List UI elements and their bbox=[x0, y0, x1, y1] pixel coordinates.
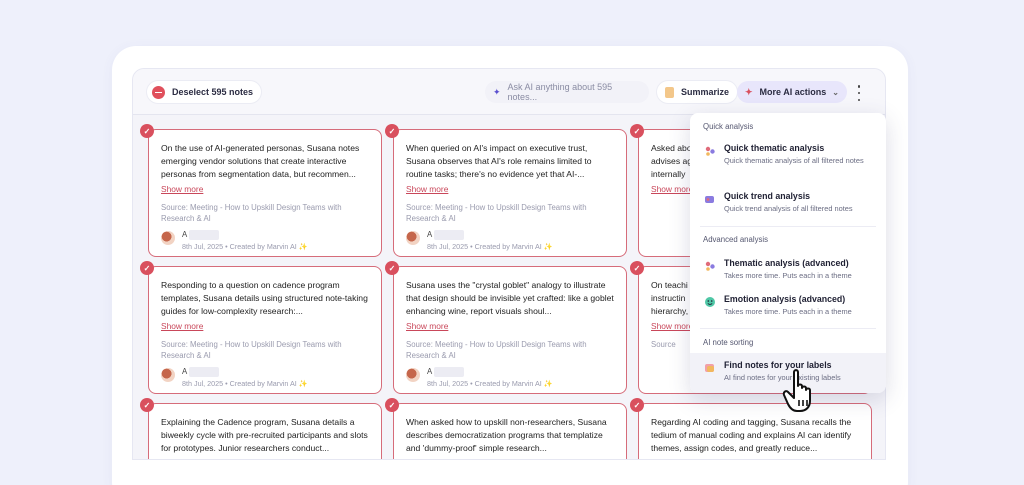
note-source: Source: Meeting - How to Upskill Design … bbox=[161, 340, 342, 360]
checked-icon[interactable]: ✓ bbox=[630, 261, 644, 275]
checked-icon[interactable]: ✓ bbox=[385, 124, 399, 138]
note-meta: 8th Jul, 2025 • Created by Marvin AI ✨ bbox=[182, 242, 308, 251]
sparkle-icon: ✦ bbox=[745, 86, 753, 97]
avatar bbox=[161, 368, 175, 382]
author-row: A 8th Jul, 2025 • Created by Marvin AI ✨ bbox=[406, 230, 614, 251]
note-card[interactable]: On the use of AI-generated personas, Sus… bbox=[148, 129, 382, 257]
menu-divider bbox=[700, 226, 876, 227]
menu-item-title: Find notes for your labels bbox=[724, 360, 832, 370]
note-text: When asked how to upskill non-researcher… bbox=[406, 417, 607, 453]
menu-item-emotion-advanced[interactable]: Emotion analysis (advanced) Takes more t… bbox=[690, 294, 886, 317]
summarize-button[interactable]: Summarize bbox=[657, 81, 738, 103]
checked-icon[interactable]: ✓ bbox=[385, 261, 399, 275]
show-more-link[interactable]: Show more bbox=[651, 321, 694, 331]
note-text: On the use of AI-generated personas, Sus… bbox=[161, 143, 360, 179]
note-text: Responding to a question on cadence prog… bbox=[161, 280, 368, 316]
notes-grid: On the use of AI-generated personas, Sus… bbox=[133, 115, 885, 459]
sparkle-icon: ✦ bbox=[493, 86, 501, 97]
note-meta: 8th Jul, 2025 • Created by Marvin AI ✨ bbox=[427, 242, 553, 251]
toolbar: Deselect 595 notes ✦ Ask AI anything abo… bbox=[133, 69, 885, 115]
note-meta: 8th Jul, 2025 • Created by Marvin AI ✨ bbox=[427, 379, 553, 388]
note-text: Asked abo advises ag internally bbox=[651, 143, 693, 179]
note-text: Explaining the Cadence program, Susana d… bbox=[161, 417, 368, 453]
menu-divider bbox=[700, 328, 876, 329]
note-text: Regarding AI coding and tagging, Susana … bbox=[651, 417, 852, 453]
author-row: A 8th Jul, 2025 • Created by Marvin AI ✨ bbox=[406, 367, 614, 388]
note-card[interactable]: Responding to a question on cadence prog… bbox=[148, 266, 382, 394]
show-more-link[interactable]: Show more bbox=[161, 321, 204, 331]
note-source: Source bbox=[651, 340, 676, 349]
menu-item-find-notes-for-labels[interactable]: Find notes for your labels AI find notes… bbox=[690, 353, 886, 393]
minus-circle-icon bbox=[152, 85, 165, 99]
note-text: On teachi instructin hierarchy, bbox=[651, 280, 689, 316]
author-name: A bbox=[427, 367, 553, 377]
document-icon bbox=[665, 86, 674, 98]
menu-item-title: Quick trend analysis bbox=[724, 191, 811, 201]
menu-item-title: Thematic analysis (advanced) bbox=[724, 258, 849, 268]
checked-icon[interactable]: ✓ bbox=[385, 398, 399, 412]
note-card[interactable]: Regarding AI coding and tagging, Susana … bbox=[638, 403, 872, 459]
menu-item-desc: Takes more time. Puts each in a theme bbox=[724, 307, 852, 316]
avatar bbox=[406, 231, 420, 245]
hand-pointer-cursor-icon bbox=[782, 369, 811, 412]
author-name: A bbox=[182, 230, 308, 240]
ask-ai-placeholder: Ask AI anything about 595 notes... bbox=[507, 82, 613, 102]
section-ai-note-sorting: AI note sorting bbox=[703, 338, 754, 347]
checked-icon[interactable]: ✓ bbox=[630, 124, 644, 138]
author-row: A 8th Jul, 2025 • Created by Marvin AI ✨ bbox=[161, 367, 369, 388]
labels-icon bbox=[705, 364, 714, 372]
note-card[interactable]: When queried on AI's impact on executive… bbox=[393, 129, 627, 257]
ask-ai-input[interactable]: ✦ Ask AI anything about 595 notes... bbox=[485, 81, 649, 103]
show-more-link[interactable]: Show more bbox=[161, 184, 204, 194]
author-name: A bbox=[182, 367, 308, 377]
menu-item-thematic-advanced[interactable]: Thematic analysis (advanced) Takes more … bbox=[690, 258, 886, 281]
show-more-link[interactable]: Show more bbox=[406, 321, 449, 331]
menu-item-desc: AI find notes for your existing labels bbox=[724, 373, 841, 382]
checked-icon[interactable]: ✓ bbox=[630, 398, 644, 412]
thematic-icon bbox=[705, 146, 715, 156]
checked-icon[interactable]: ✓ bbox=[140, 124, 154, 138]
show-more-link[interactable]: Show more bbox=[651, 184, 694, 194]
menu-item-desc: Takes more time. Puts each in a theme bbox=[724, 271, 852, 280]
avatar bbox=[406, 368, 420, 382]
menu-item-desc: Quick trend analysis of all filtered not… bbox=[724, 204, 853, 213]
note-card[interactable]: Susana uses the "crystal goblet" analogy… bbox=[393, 266, 627, 394]
more-ai-actions-menu: Quick analysis Quick thematic analysis Q… bbox=[690, 113, 886, 393]
more-ai-actions-button[interactable]: ✦ More AI actions ⌄ bbox=[737, 81, 847, 103]
more-ai-label: More AI actions bbox=[759, 87, 827, 97]
note-text: Susana uses the "crystal goblet" analogy… bbox=[406, 280, 614, 316]
note-meta: 8th Jul, 2025 • Created by Marvin AI ✨ bbox=[182, 379, 308, 388]
note-source: Source: Meeting - How to Upskill Design … bbox=[406, 203, 587, 223]
menu-item-title: Emotion analysis (advanced) bbox=[724, 294, 846, 304]
note-card[interactable]: Explaining the Cadence program, Susana d… bbox=[148, 403, 382, 459]
menu-item-quick-thematic[interactable]: Quick thematic analysis Quick thematic a… bbox=[690, 143, 886, 166]
trend-icon bbox=[705, 196, 714, 203]
author-name: A bbox=[427, 230, 553, 240]
deselect-label: Deselect 595 notes bbox=[172, 87, 254, 97]
note-source: Source: Meeting - How to Upskill Design … bbox=[161, 203, 342, 223]
note-source: Source: Meeting - How to Upskill Design … bbox=[406, 340, 587, 360]
checked-icon[interactable]: ✓ bbox=[140, 398, 154, 412]
emotion-icon bbox=[705, 297, 715, 307]
summarize-label: Summarize bbox=[681, 87, 730, 97]
author-row: A 8th Jul, 2025 • Created by Marvin AI ✨ bbox=[161, 230, 369, 251]
menu-item-desc: Quick thematic analysis of all filtered … bbox=[724, 156, 864, 165]
kebab-menu-icon[interactable] bbox=[851, 85, 867, 101]
note-text: When queried on AI's impact on executive… bbox=[406, 143, 592, 179]
section-advanced-analysis: Advanced analysis bbox=[703, 235, 769, 244]
chevron-down-icon: ⌄ bbox=[832, 87, 839, 97]
thematic-advanced-icon bbox=[705, 261, 715, 271]
note-card[interactable]: When asked how to upskill non-researcher… bbox=[393, 403, 627, 459]
menu-item-title: Quick thematic analysis bbox=[724, 143, 825, 153]
section-quick-analysis: Quick analysis bbox=[703, 122, 754, 131]
checked-icon[interactable]: ✓ bbox=[140, 261, 154, 275]
deselect-button[interactable]: Deselect 595 notes bbox=[147, 81, 262, 103]
avatar bbox=[161, 231, 175, 245]
show-more-link[interactable]: Show more bbox=[406, 184, 449, 194]
menu-item-quick-trend[interactable]: Quick trend analysis Quick trend analysi… bbox=[690, 191, 886, 214]
